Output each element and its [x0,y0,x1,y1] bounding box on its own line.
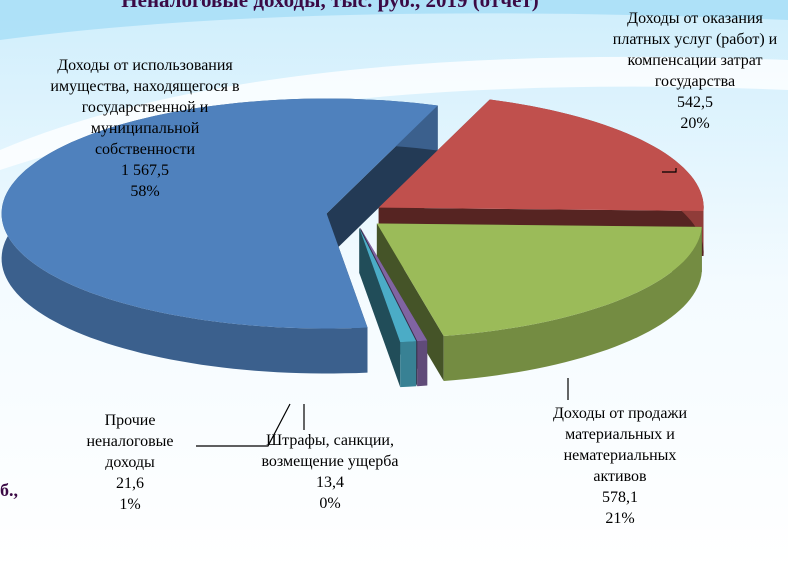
percent-label: 58% [130,183,160,200]
swoosh [0,56,788,170]
pie [1,98,704,388]
title-fragment: б., [0,480,18,500]
leaders [196,168,677,447]
value-label: 1 567,5 [121,162,169,179]
slice [376,223,702,336]
slice [359,228,417,343]
data-label: Доходы от оказания платных услуг (работ)… [610,8,780,134]
slice-wall [417,340,428,387]
value-label: 542,5 [677,94,713,111]
data-label: Доходы от продажи материальных и нематер… [535,403,705,529]
category-label: Доходы от продажи материальных и нематер… [552,405,688,485]
title: Неналоговые доходы, тыс. руб., 2019 (отч… [121,0,539,12]
percent-label: 21% [605,510,635,527]
category-label: Доходы от использования имущества, наход… [50,57,240,158]
data-label: Прочие неналоговые доходы 21,6 1% [60,410,200,515]
slice [360,228,428,342]
value-label: 13,4 [316,474,344,491]
slice [378,99,704,211]
percent-label: 1% [119,496,141,513]
percent-label: 20% [680,115,710,132]
slice-wall [400,341,417,388]
percent-label: 0% [319,495,341,512]
leader-line [662,168,677,173]
slice [1,98,438,329]
data-label: Штрафы, санкции, возмещение ущерба 13,4 0% [240,430,420,514]
value-label: 578,1 [602,489,638,506]
category-label: Прочие неналоговые доходы [86,412,174,471]
slice-wall [443,226,702,381]
category-label: Штрафы, санкции, возмещение ущерба [261,432,399,470]
slice-side [359,228,401,388]
leader-line [196,403,291,447]
data-label: Доходы от использования имущества, наход… [45,55,245,202]
value-label: 21,6 [116,475,144,492]
category-label: Доходы от оказания платных услуг (работ)… [612,10,778,90]
swoosh [0,0,788,40]
